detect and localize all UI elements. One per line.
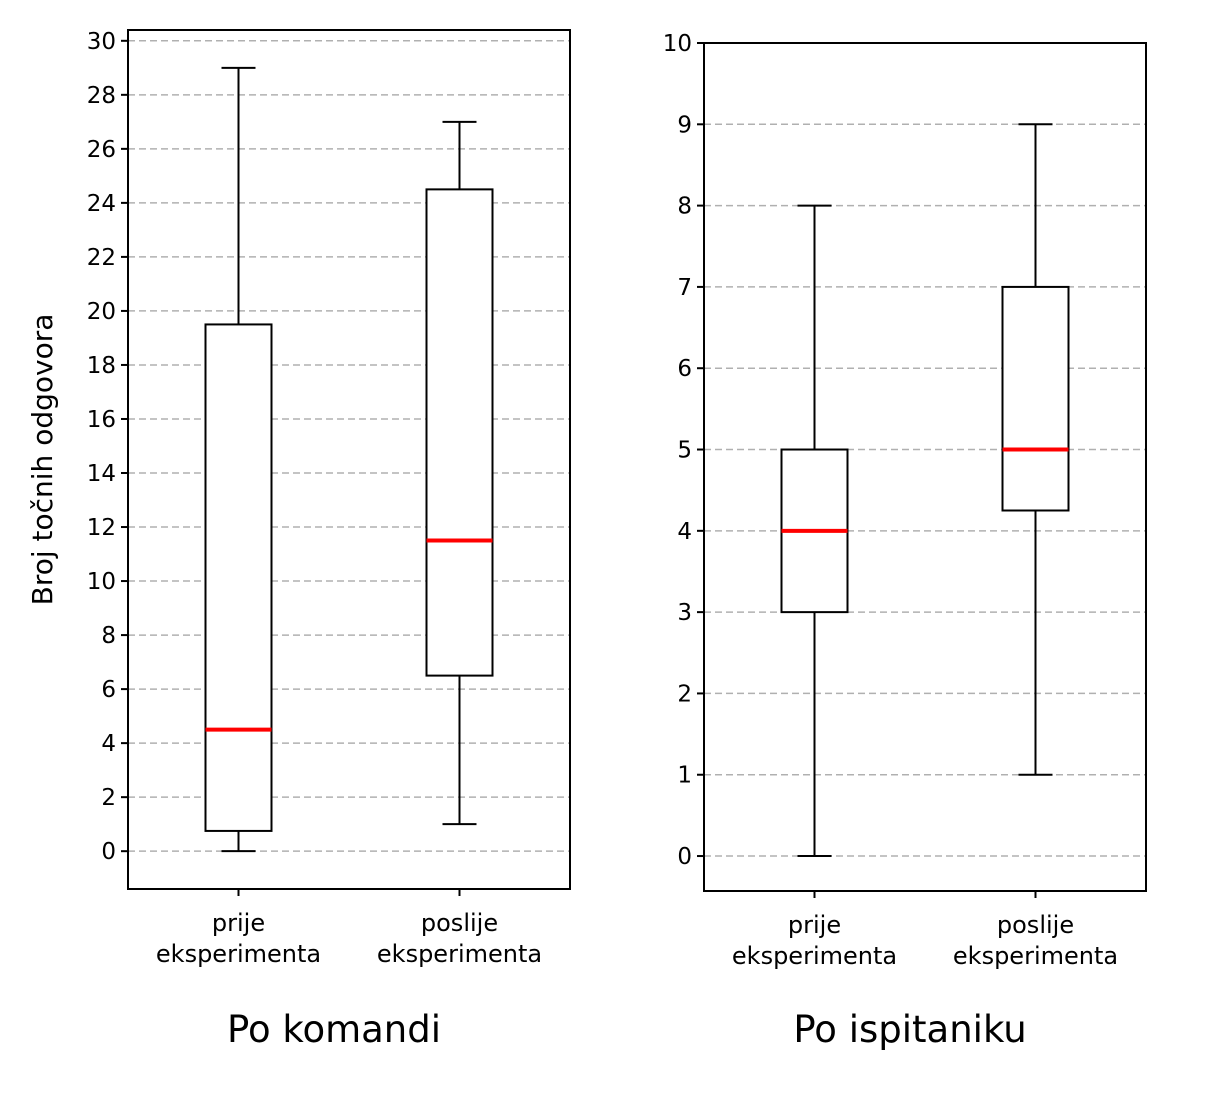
y-tick-label-14: 28	[87, 83, 116, 109]
y-tick-label-0: 0	[101, 839, 116, 865]
y-tick-label-8: 8	[677, 194, 692, 220]
y-tick-label-7: 7	[677, 275, 692, 301]
plot-frame	[703, 42, 1147, 892]
y-axis-label: Broj točnih odgovora	[26, 314, 59, 606]
y-tick-label-4: 4	[677, 519, 692, 545]
x-tick-label-0: prije eksperimenta	[732, 911, 897, 970]
plot-frame	[127, 29, 571, 890]
y-tick-label-2: 2	[677, 681, 692, 707]
y-tick-label-8: 16	[87, 407, 116, 433]
y-tick-label-10: 20	[87, 299, 116, 325]
y-tick-label-1: 2	[101, 785, 116, 811]
y-tick-label-2: 4	[101, 731, 116, 757]
y-tick-label-7: 14	[87, 461, 116, 487]
box-1	[1001, 285, 1070, 512]
y-tick-label-6: 6	[677, 356, 692, 382]
y-tick-label-3: 6	[101, 677, 116, 703]
y-tick-label-9: 9	[677, 112, 692, 138]
box-0	[204, 323, 273, 832]
x-tick-label-1: poslije eksperimenta	[953, 911, 1118, 970]
y-tick-label-9: 18	[87, 353, 116, 379]
chart-caption: Po komandi	[227, 1008, 441, 1051]
chart-po-ispitaniku: 0 1 2 3 4 5 6 7 8 9 10 prije eksperimenta poslije eksp…	[663, 31, 1147, 1051]
y-tick-label-5: 10	[87, 569, 116, 595]
y-tick-label-3: 3	[677, 600, 692, 626]
y-tick-label-12: 24	[87, 191, 116, 217]
y-tick-label-1: 1	[677, 763, 692, 789]
y-tick-label-5: 5	[677, 438, 692, 464]
y-tick-label-13: 26	[87, 137, 116, 163]
y-tick-label-10: 10	[663, 31, 692, 57]
y-tick-label-11: 22	[87, 245, 116, 271]
chart-caption: Po ispitaniku	[793, 1008, 1026, 1051]
y-tick-label-0: 0	[677, 844, 692, 870]
y-tick-label-6: 12	[87, 515, 116, 541]
x-tick-label-0: prije eksperimenta	[156, 909, 321, 968]
y-tick-label-15: 30	[87, 29, 116, 55]
y-tick-label-4: 8	[101, 623, 116, 649]
x-tick-label-1: poslije eksperimenta	[377, 909, 542, 968]
box-1	[425, 188, 494, 677]
